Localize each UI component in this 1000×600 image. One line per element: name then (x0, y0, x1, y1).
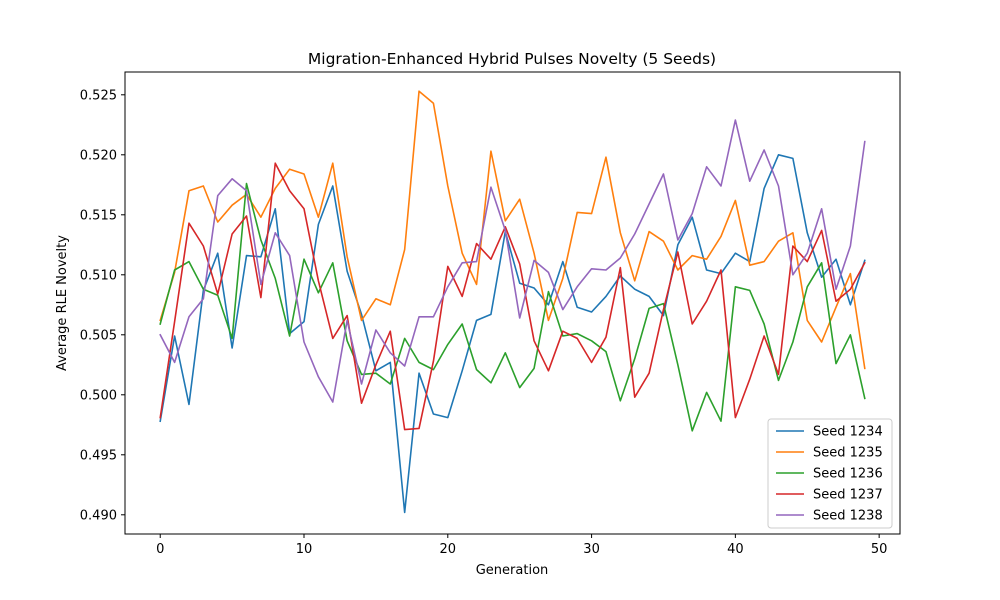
legend-entry: Seed 1238 (813, 509, 883, 524)
series-line-seed-1236 (159, 182, 866, 432)
x-axis: 0 10 20 30 40 50 (156, 534, 887, 557)
legend-entry: Seed 1237 (813, 488, 883, 503)
plot-area (159, 90, 866, 514)
chart-title: Migration-Enhanced Hybrid Pulses Novelty… (308, 50, 716, 68)
series-line-seed-1235 (159, 90, 866, 370)
x-tick-label: 20 (440, 542, 457, 557)
legend-entry: Seed 1236 (813, 467, 883, 482)
y-tick-label: 0.495 (80, 448, 117, 463)
x-tick-label: 0 (156, 542, 164, 557)
y-axis: 0.490 0.495 0.500 0.505 0.510 0.515 0.520 0.525 (80, 88, 125, 523)
y-axis-label: Average RLE Novelty (55, 235, 70, 371)
y-tick-label: 0.510 (80, 268, 117, 283)
x-axis-label: Generation (476, 563, 549, 578)
y-tick-label: 0.490 (80, 508, 117, 523)
y-tick-label: 0.505 (80, 328, 117, 343)
series-line-seed-1234 (159, 154, 866, 514)
plot-frame (124, 71, 901, 535)
x-tick-label: 40 (727, 542, 744, 557)
legend-entry: Seed 1234 (813, 425, 883, 440)
legend-entry: Seed 1235 (813, 446, 883, 461)
y-tick-label: 0.500 (80, 388, 117, 403)
y-tick-label: 0.525 (80, 88, 117, 103)
legend: Seed 1234 Seed 1235 Seed 1236 Seed 1237 Seed… (767, 418, 893, 529)
x-tick-label: 10 (296, 542, 313, 557)
x-tick-label: 50 (871, 542, 888, 557)
y-tick-label: 0.515 (80, 208, 117, 223)
x-tick-label: 30 (583, 542, 600, 557)
series-line-seed-1238 (159, 119, 866, 403)
series-line-seed-1237 (159, 162, 866, 431)
y-tick-label: 0.520 (80, 148, 117, 163)
legend-box (767, 418, 893, 529)
